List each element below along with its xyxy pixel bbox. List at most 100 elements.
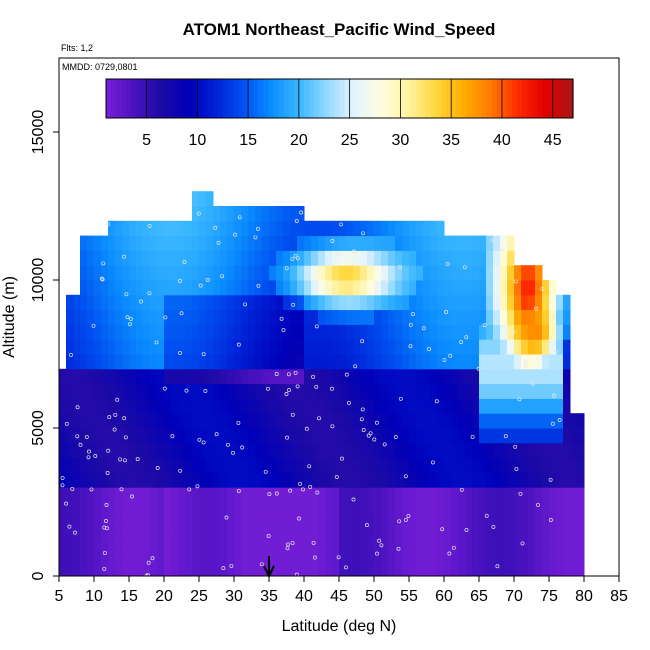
heatmap-cell — [437, 368, 445, 385]
heatmap-cell — [171, 324, 179, 340]
heatmap-cell — [535, 309, 543, 325]
heatmap-cell — [206, 265, 214, 281]
heatmap-cell — [276, 294, 284, 311]
observation-point — [317, 416, 322, 421]
heatmap-cell — [549, 294, 557, 311]
heatmap-cell — [563, 428, 571, 444]
heatmap-cell — [136, 413, 144, 429]
heatmap-cell — [535, 383, 543, 399]
heatmap-cell — [472, 280, 480, 296]
heatmap-cell — [80, 502, 88, 518]
heatmap-cell — [143, 546, 151, 562]
heatmap-cell — [563, 502, 571, 518]
heatmap-cell — [409, 442, 417, 459]
colorbar-segment — [471, 79, 478, 118]
heatmap-cell — [346, 487, 354, 503]
heatmap-cell — [192, 206, 200, 222]
heatmap-cell — [290, 457, 298, 473]
heatmap-cell — [465, 250, 473, 266]
heatmap-cell — [185, 561, 193, 577]
heatmap-cell — [199, 546, 207, 562]
observation-point — [256, 283, 261, 288]
heatmap-cell — [311, 354, 319, 370]
observation-point — [284, 392, 289, 396]
heatmap-cell — [206, 516, 214, 533]
heatmap-cell — [388, 368, 396, 385]
heatmap-cell — [360, 457, 368, 473]
heatmap-cell — [143, 383, 151, 399]
heatmap-cell — [479, 250, 487, 266]
observation-point — [70, 486, 75, 491]
observation-point — [379, 543, 384, 548]
heatmap-cell — [87, 383, 95, 399]
heatmap-cell — [290, 413, 298, 429]
heatmap-cell — [535, 442, 543, 459]
heatmap-cell — [374, 220, 382, 237]
heatmap-cell — [458, 487, 466, 503]
heatmap-cell — [325, 561, 333, 577]
heatmap-cell — [395, 442, 403, 459]
heatmap-cell — [164, 280, 172, 296]
heatmap-cell — [164, 516, 172, 533]
observation-point — [523, 363, 528, 368]
heatmap-cell — [255, 339, 263, 355]
heatmap-cell — [178, 561, 186, 577]
colorbar-segment — [222, 79, 229, 118]
heatmap-cell — [269, 442, 277, 459]
heatmap-cell — [143, 413, 151, 429]
heatmap-cell — [220, 324, 228, 340]
heatmap-cell — [402, 324, 410, 340]
heatmap-cell — [122, 516, 130, 533]
observation-point — [106, 222, 111, 227]
heatmap-cell — [171, 250, 179, 266]
heatmap-cell — [402, 561, 410, 577]
heatmap-cell — [514, 324, 522, 340]
heatmap-cell — [73, 294, 81, 311]
heatmap-cell — [143, 250, 151, 266]
heatmap-cell — [73, 516, 81, 533]
heatmap-cell — [248, 413, 256, 429]
heatmap-cell — [143, 457, 151, 473]
observation-point — [285, 546, 290, 551]
heatmap-cell — [108, 561, 116, 577]
heatmap-cell — [283, 561, 291, 577]
heatmap-cell — [318, 220, 326, 237]
heatmap-cell — [500, 561, 508, 577]
heatmap-cell — [346, 265, 354, 281]
heatmap-cell — [171, 220, 179, 237]
heatmap-cell — [507, 324, 515, 340]
heatmap-cell — [150, 294, 158, 311]
heatmap-cell — [430, 442, 438, 459]
heatmap-cell — [437, 309, 445, 325]
heatmap-cell — [486, 280, 494, 296]
heatmap-cell — [437, 561, 445, 577]
heatmap-cell — [269, 324, 277, 340]
observation-point — [286, 372, 291, 377]
heatmap-cell — [122, 324, 130, 340]
heatmap-cell — [528, 309, 536, 325]
heatmap-cell — [374, 265, 382, 281]
heatmap-cell — [472, 531, 480, 547]
heatmap-cell — [563, 472, 571, 488]
observation-point — [178, 350, 182, 355]
heatmap-cell — [493, 531, 501, 547]
heatmap-cell — [255, 368, 263, 385]
heatmap-cell — [521, 457, 529, 473]
heatmap-cell — [171, 561, 179, 577]
heatmap-cell — [367, 487, 375, 503]
heatmap-cell — [108, 457, 116, 473]
heatmap-cell — [171, 339, 179, 355]
heatmap-cell — [493, 250, 501, 266]
heatmap-cell — [332, 561, 340, 577]
heatmap-cell — [542, 413, 550, 429]
heatmap-cell — [122, 546, 130, 562]
heatmap-cell — [192, 383, 200, 399]
heatmap-cell — [143, 487, 151, 503]
heatmap-cell — [493, 383, 501, 399]
heatmap-cell — [493, 413, 501, 429]
heatmap-cell — [297, 235, 305, 251]
heatmap-cell — [164, 428, 172, 444]
heatmap-cell — [157, 472, 165, 488]
colorbar-segment — [567, 79, 574, 118]
heatmap-cell — [563, 354, 571, 370]
